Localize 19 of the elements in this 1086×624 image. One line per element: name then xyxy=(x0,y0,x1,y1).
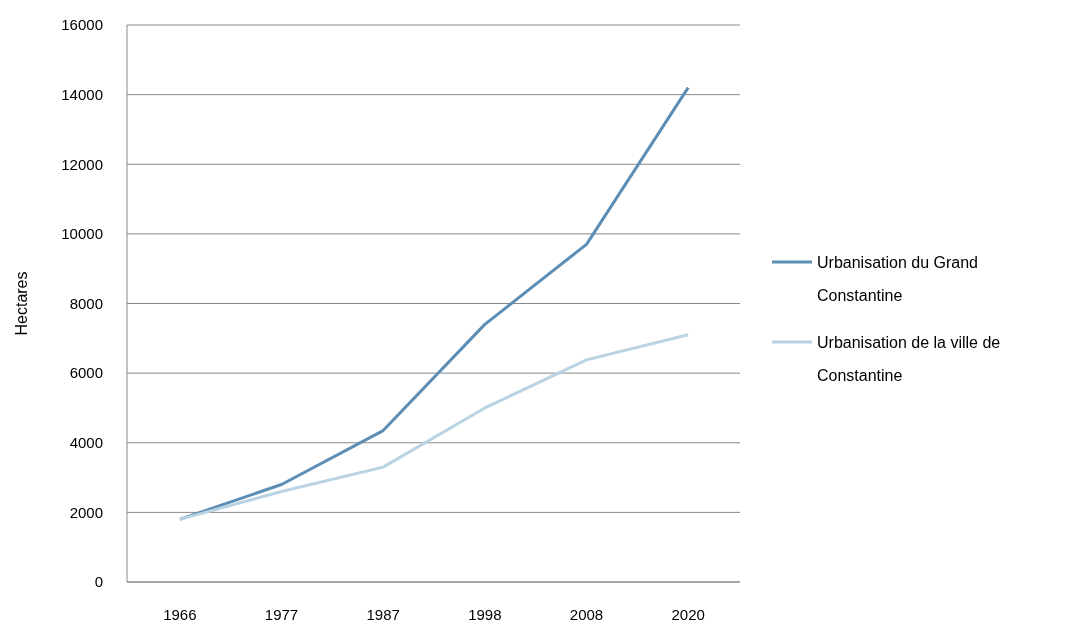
x-tick-label: 2008 xyxy=(569,606,604,623)
y-axis-title: Hectares xyxy=(13,271,30,336)
x-tick-label: 1987 xyxy=(366,606,400,623)
x-tick-label: 1977 xyxy=(264,606,299,623)
x-tick-label: 1966 xyxy=(163,606,197,623)
y-tick-label: 2000 xyxy=(69,503,103,521)
y-tick-label: 0 xyxy=(94,573,103,591)
legend-label: Urbanisation du Grand Constantine xyxy=(817,253,978,304)
y-tick-label: 14000 xyxy=(61,85,103,103)
line-series xyxy=(178,333,690,521)
legend-label: Urbanisation de la ville de Constantine xyxy=(817,333,1001,384)
y-tick-label: 4000 xyxy=(69,434,103,451)
x-tick-label: 1998 xyxy=(468,606,502,623)
x-tick-label: 2020 xyxy=(671,606,705,623)
y-tick-label: 8000 xyxy=(69,294,103,312)
y-tick-label: 16000 xyxy=(61,16,103,34)
y-tick-label: 6000 xyxy=(69,364,103,382)
y-tick-label: 12000 xyxy=(61,155,103,173)
y-tick-label: 10000 xyxy=(61,225,103,243)
